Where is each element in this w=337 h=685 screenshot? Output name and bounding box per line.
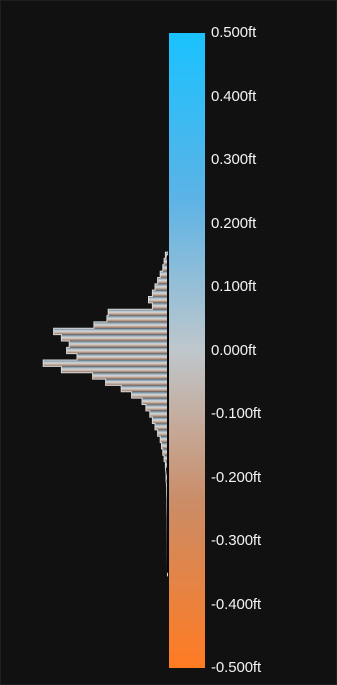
- tick-label-neg-100: -0.100ft: [211, 405, 262, 422]
- histogram-outline: [42, 251, 168, 577]
- histogram-bin: [165, 252, 168, 259]
- tick-label-neg-500: -0.500ft: [211, 659, 262, 676]
- histogram-bin: [164, 258, 168, 265]
- histogram-bin: [131, 391, 168, 399]
- tick-label-neg-300: -0.300ft: [211, 532, 262, 549]
- tick-label-pos-200: 0.200ft: [211, 214, 257, 232]
- histogram-bin: [53, 328, 168, 335]
- histogram-bin: [155, 283, 168, 291]
- histogram-bin: [142, 398, 168, 405]
- histogram-bin: [161, 442, 168, 449]
- histogram-bin: [105, 379, 168, 386]
- histogram-bin: [160, 436, 168, 443]
- histogram-bin: [162, 264, 168, 272]
- tick-label-zero: 0.000ft: [211, 341, 257, 359]
- histogram-bin: [152, 302, 168, 310]
- histogram-bin: [160, 271, 168, 278]
- tick-label-pos-100: 0.100ft: [211, 278, 257, 295]
- histogram-bin: [162, 448, 168, 456]
- histogram-bin: [92, 372, 168, 380]
- histogram-bin: [155, 423, 168, 430]
- histogram-bin: [152, 290, 168, 297]
- tick-label-pos-500: 0.500ft: [211, 24, 257, 41]
- histogram-bin: [164, 455, 168, 462]
- histogram-bin: [108, 309, 168, 316]
- histogram-bin: [61, 334, 168, 341]
- histogram-bin: [106, 315, 168, 322]
- elevation-colorbar: [169, 33, 205, 668]
- histogram-bin: [93, 321, 168, 329]
- histogram-bin: [157, 277, 168, 284]
- tick-label-neg-400: -0.400ft: [211, 595, 262, 613]
- histogram-bin: [165, 461, 168, 468]
- histogram-bin: [149, 410, 168, 418]
- histogram-bin: [157, 429, 168, 437]
- histogram-bin: [148, 296, 168, 303]
- histogram-bin: [43, 360, 169, 367]
- histogram-bin: [69, 340, 168, 348]
- colorbar-labels: 0.500ft 0.400ft 0.300ft 0.200ft 0.100ft …: [211, 0, 331, 685]
- histogram-bin: [61, 366, 168, 373]
- histogram-bin: [121, 385, 168, 392]
- tick-label-pos-400: 0.400ft: [211, 87, 257, 105]
- histogram-bin: [145, 404, 168, 411]
- histogram-bin: [152, 417, 168, 424]
- histogram-bin: [66, 347, 168, 354]
- tick-label-pos-300: 0.300ft: [211, 151, 257, 168]
- histogram-bin: [77, 353, 168, 361]
- tick-label-neg-200: -0.200ft: [211, 468, 262, 486]
